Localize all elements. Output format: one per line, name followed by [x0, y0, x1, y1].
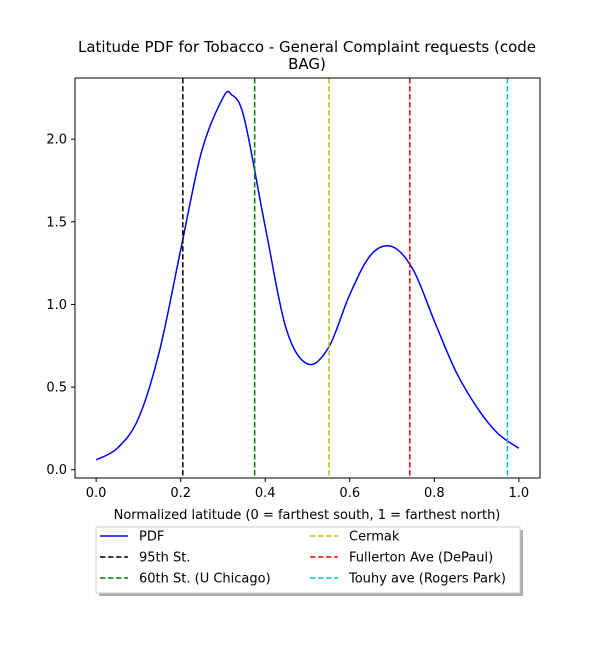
legend-label: 95th St. — [139, 551, 191, 566]
x-tick-label: 0.2 — [170, 486, 191, 501]
y-tick-label: 1.5 — [46, 215, 67, 230]
y-tick-label: 2.0 — [46, 133, 67, 148]
axis-ticks: 0.0 0.2 0.4 0.6 0.8 1.0 0.0 0.5 1.0 1.5 2.0 — [46, 133, 529, 501]
plot-area — [95, 78, 520, 478]
legend-label: PDF — [139, 530, 164, 545]
legend-label: 60th St. (U Chicago) — [139, 572, 271, 587]
legend-label: Touhy ave (Rogers Park) — [348, 572, 506, 587]
plot-frame — [74, 77, 541, 479]
legend-box — [95, 526, 521, 594]
x-axis-label: Normalized latitude (0 = farthest south,… — [114, 508, 501, 523]
legend-label: Fullerton Ave (DePaul) — [349, 551, 493, 566]
x-tick-label: 0.0 — [86, 486, 107, 501]
y-tick-label: 1.0 — [46, 298, 67, 313]
chart-title-line-1: Latitude PDF for Tobacco - General Compl… — [78, 38, 536, 56]
y-tick-label: 0.5 — [46, 381, 67, 396]
chart-title-line-2: BAG) — [288, 55, 326, 73]
y-tick-label: 0.0 — [46, 463, 67, 478]
x-tick-label: 0.4 — [255, 486, 276, 501]
legend-label: Cermak — [349, 530, 400, 545]
x-tick-label: 0.8 — [424, 486, 445, 501]
pdf-series-line — [95, 90, 520, 461]
x-tick-label: 1.0 — [509, 486, 530, 501]
legend: PDF 95th St. 60th St. (U Chicago) Cermak Ful… — [95, 526, 523, 596]
x-tick-label: 0.6 — [339, 486, 360, 501]
